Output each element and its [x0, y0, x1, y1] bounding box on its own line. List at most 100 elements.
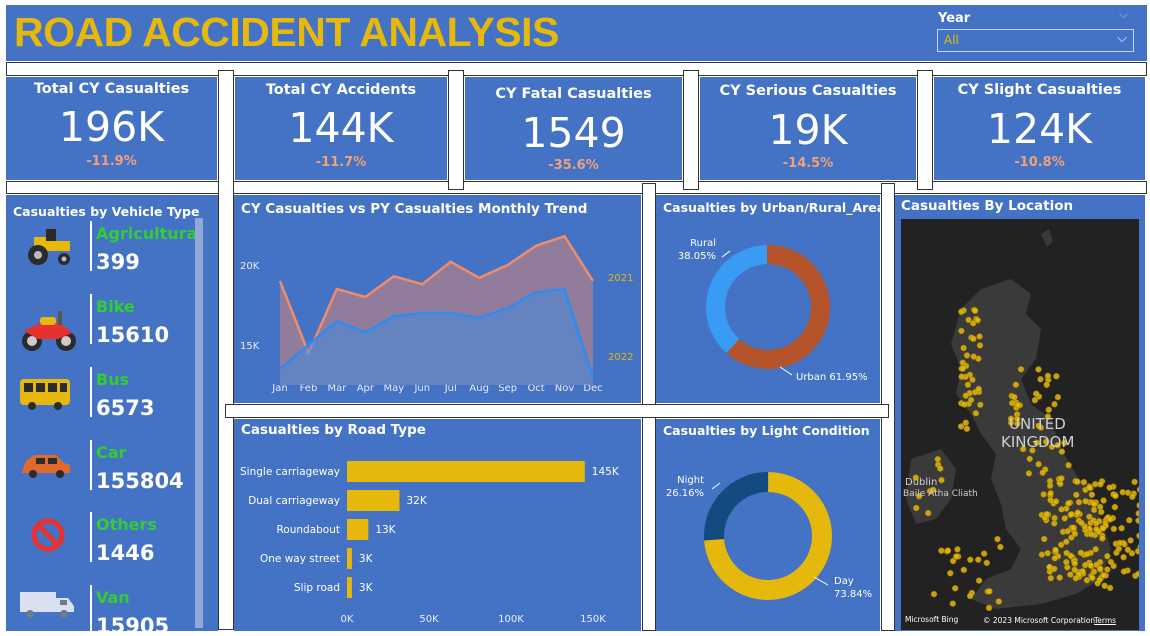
data-label: 13K	[375, 524, 396, 536]
trend-chart-panel: CY Casualties vs PY Casualties Monthly T…	[234, 195, 641, 403]
vehicle-name: Agricultural	[96, 224, 203, 243]
map-point	[1011, 393, 1018, 401]
vehicle-name: Van	[96, 588, 130, 607]
map-point	[1058, 506, 1065, 513]
map-point	[1057, 541, 1065, 549]
map-point	[1019, 445, 1027, 453]
map-point	[966, 592, 974, 600]
map-point	[1091, 500, 1098, 508]
map-attribution: © 2023 Microsoft Corporation	[983, 616, 1096, 625]
map-point	[930, 590, 938, 598]
map-point	[961, 401, 968, 408]
map-point	[1051, 555, 1059, 562]
vehicle-value: 155804	[96, 469, 184, 493]
separator-bar	[683, 70, 699, 190]
map-point	[1089, 574, 1096, 582]
map-point	[1053, 373, 1060, 380]
x-tick-label: Dec	[583, 383, 602, 394]
map-point	[970, 353, 977, 360]
kpi-card-total-accidents: Total CY Accidents 144K -11.7%	[235, 77, 447, 180]
separator-bar	[448, 70, 464, 190]
map-point	[1077, 549, 1085, 557]
map-point	[1073, 491, 1080, 499]
map-label-city: Baile Átha Cliath	[903, 489, 978, 499]
category-label: Single carriageway	[240, 466, 340, 478]
light-condition-donut: Night 26.16% Day 73.84%	[666, 472, 872, 600]
map-point	[1094, 580, 1101, 587]
road-type-panel: Casualties by Road Type Single carriagew…	[234, 419, 641, 631]
map-point	[1099, 525, 1107, 532]
vehicle-value: 399	[96, 250, 140, 274]
y-tick-label: 20K	[240, 261, 260, 272]
map-point	[967, 396, 975, 404]
map-terms-link[interactable]: Terms	[1094, 616, 1117, 625]
map-point	[958, 373, 965, 380]
map-point	[1035, 366, 1042, 373]
vehicle-divider	[90, 440, 92, 490]
map-point	[1086, 484, 1093, 491]
x-tick-label: Nov	[555, 383, 575, 394]
map-point	[1120, 568, 1128, 575]
tractor-icon	[28, 229, 70, 265]
car-icon	[22, 455, 70, 478]
map-point	[962, 392, 970, 399]
map-point	[937, 465, 944, 472]
casualty-map[interactable]: UNITED KINGDOM Dublin Baile Átha Cliath …	[901, 219, 1139, 630]
map-point	[974, 317, 982, 324]
map-point	[1135, 517, 1139, 524]
van-icon	[20, 592, 74, 618]
kpi-title: Total CY Casualties	[33, 81, 190, 97]
collapse-chevron-icon[interactable]: ⌵	[1119, 7, 1129, 21]
map-point	[1050, 565, 1058, 573]
map-point	[1033, 439, 1041, 447]
vehicle-name: Bus	[96, 370, 130, 389]
separator-bar	[6, 181, 1147, 194]
map-point	[1017, 366, 1025, 373]
map-point	[913, 504, 920, 512]
map-point	[963, 425, 971, 433]
map-label-city: Dublin	[905, 477, 938, 488]
kpi-title: CY Slight Casualties	[957, 82, 1122, 98]
data-label: 3K	[359, 582, 374, 594]
vehicle-scrollbar[interactable]	[195, 218, 203, 628]
kpi-card-total-casualties: Total CY Casualties 196K -11.9%	[6, 77, 217, 180]
x-tick-label: Mar	[327, 383, 347, 394]
map-point	[1135, 510, 1139, 517]
map-point	[1039, 469, 1046, 476]
map-point	[1124, 489, 1132, 496]
vehicle-name: Others	[96, 515, 157, 534]
map-point	[971, 307, 979, 315]
map-point	[1037, 375, 1044, 383]
map-point	[1043, 381, 1050, 389]
map-point	[1063, 549, 1070, 557]
map-point	[963, 352, 971, 359]
map-point	[997, 543, 1004, 551]
map-point	[1086, 513, 1093, 520]
x-tick-label: Apr	[357, 383, 375, 394]
kpi-value: 1549	[521, 109, 626, 157]
map-point	[1031, 396, 1039, 404]
kpi-value: 124K	[986, 105, 1093, 153]
map-point	[1047, 496, 1054, 504]
kpi-card-serious-casualties: CY Serious Casualties 19K -14.5%	[700, 77, 916, 180]
map-point	[1090, 506, 1098, 514]
leader-line	[813, 576, 829, 586]
map-point	[1045, 406, 1053, 414]
motorbike-icon	[22, 311, 76, 351]
year-dropdown[interactable]: All ⌵	[937, 29, 1134, 52]
map-point	[965, 316, 972, 324]
map-point	[1131, 478, 1138, 486]
vehicle-name: Car	[96, 443, 127, 462]
x-tick-label: 150K	[580, 614, 606, 625]
slice-value-label: 26.16%	[666, 488, 704, 499]
x-tick-label: 50K	[419, 614, 439, 625]
kpi-delta: -10.8%	[1014, 155, 1065, 170]
vehicle-value: 1446	[96, 541, 155, 565]
map-point	[924, 509, 932, 517]
chevron-down-icon[interactable]: ⌵	[1117, 31, 1127, 46]
map-point	[986, 588, 993, 595]
map-point	[1127, 537, 1134, 544]
vehicle-divider	[90, 512, 92, 562]
map-point	[1054, 393, 1062, 401]
series-label: 2021	[608, 273, 633, 284]
